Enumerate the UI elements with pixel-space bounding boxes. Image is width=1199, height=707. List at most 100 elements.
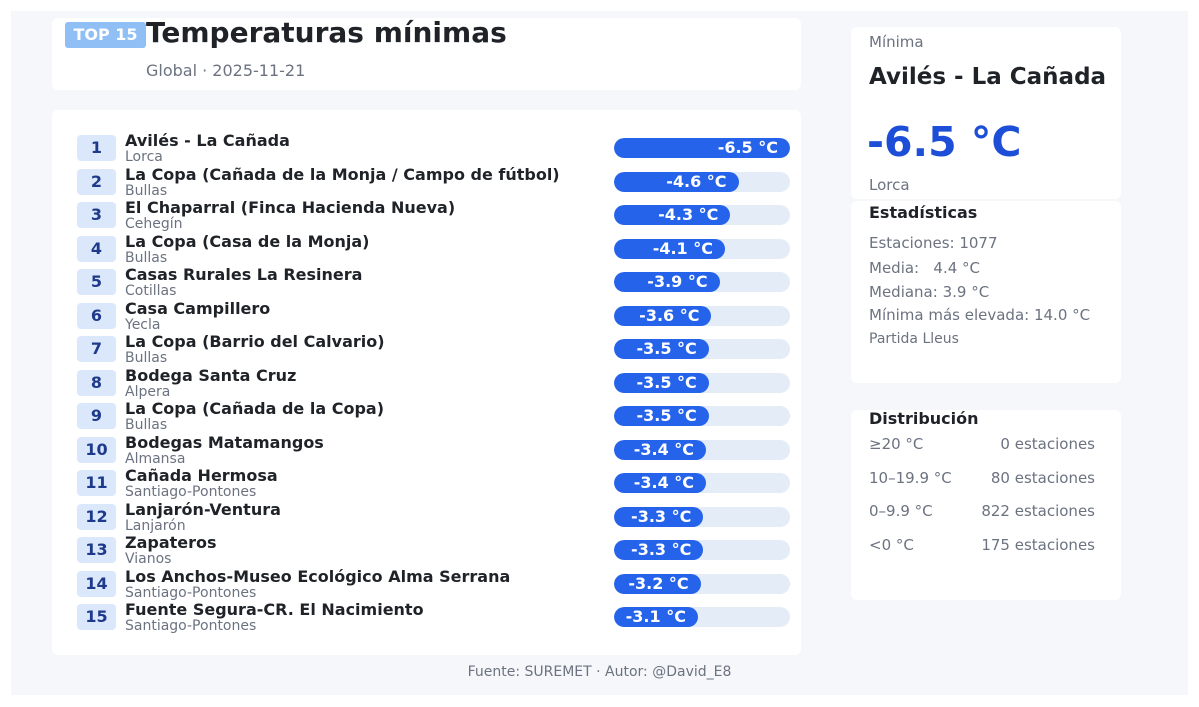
bar-track: -3.5 °C — [614, 339, 790, 359]
bar: -3.1 °C — [614, 607, 698, 627]
station-location: Santiago-Pontones — [125, 618, 257, 634]
station-location: Lanjarón — [125, 517, 186, 534]
bar-value-label: -4.3 °C — [658, 205, 719, 224]
rank-badge: 10 — [77, 436, 116, 463]
station-name: La Copa (Casa de la Monja) — [125, 231, 370, 251]
minimum-value: -6.5 °C — [867, 118, 1022, 166]
table-row: 7 La Copa (Barrio del Calvario) Bullas -3.5… — [0, 332, 1199, 368]
station-name: Bodegas Matamangos — [125, 432, 324, 452]
bar-value-label: -3.6 °C — [639, 305, 700, 325]
bar: -3.2 °C — [614, 573, 701, 594]
station-name: El Chaparral (Finca Hacienda Nueva) — [125, 198, 456, 217]
table-row: 12 Lanjarón-Ventura Lanjarón -3.3 °C — [0, 500, 1199, 536]
station-location: Bullas — [125, 417, 168, 433]
station-name: Cañada Hermosa — [125, 466, 278, 485]
bar-value-label: -3.1 °C — [625, 607, 686, 626]
station-location: Almansa — [125, 450, 186, 467]
bar-track: -4.6 °C — [614, 171, 790, 192]
rank-badge: 1 — [77, 135, 116, 161]
minimum-station-name: Avilés - La Cañada — [869, 64, 1107, 90]
bar: -3.6 °C — [614, 305, 712, 326]
distribution-card — [851, 410, 1121, 600]
station-name: Los Anchos-Museo Ecológico Alma Serrana — [125, 566, 511, 586]
distribution-count: 80 estaciones — [990, 468, 1095, 487]
bar-track: -4.3 °C — [614, 205, 790, 225]
distribution-count: 822 estaciones — [981, 502, 1095, 520]
distribution-range: 0–9.9 °C — [869, 502, 933, 520]
bar-track: -3.6 °C — [614, 305, 790, 326]
rank-badge: 13 — [77, 537, 116, 563]
bar-value-label: -3.3 °C — [631, 540, 692, 559]
bar: -3.9 °C — [614, 272, 720, 292]
station-location: Yecla — [125, 316, 161, 333]
table-row: 14 Los Anchos-Museo Ecológico Alma Serran… — [0, 566, 1199, 603]
rank-badge: 3 — [77, 202, 116, 228]
table-row: 9 La Copa (Cañada de la Copa) Bullas -3.5 °… — [0, 399, 1199, 435]
stat-max-min-station: Partida Lleus — [869, 331, 959, 347]
bar: -4.1 °C — [614, 238, 725, 259]
table-row: 5 Casas Rurales La Resinera Cotillas -3.9 °… — [0, 265, 1199, 301]
station-name: Avilés - La Cañada — [125, 131, 290, 150]
distribution-range: <0 °C — [869, 535, 914, 554]
station-name: La Copa (Barrio del Calvario) — [125, 332, 385, 351]
rank-badge: 11 — [77, 470, 116, 496]
bar: -6.5 °C — [614, 138, 790, 158]
rank-badge: 6 — [77, 302, 116, 329]
bar: -3.5 °C — [614, 406, 709, 426]
station-name: Fuente Segura-CR. El Nacimiento — [125, 600, 424, 619]
distribution-range: ≥20 °C — [869, 435, 924, 453]
station-location: Alpera — [125, 383, 171, 400]
bar-track: -3.2 °C — [614, 573, 790, 594]
bar-track: -3.1 °C — [614, 607, 790, 627]
table-row: 2 La Copa (Cañada de la Monja / Campo de … — [0, 164, 1199, 201]
bar-value-label: -3.2 °C — [628, 573, 689, 593]
rank-badge: 5 — [77, 269, 116, 295]
bar: -3.4 °C — [614, 439, 707, 460]
stats-card — [851, 201, 1121, 383]
station-location: Bullas — [125, 350, 168, 366]
bar: -3.4 °C — [614, 473, 707, 493]
station-name: La Copa (Cañada de la Copa) — [125, 399, 384, 418]
rank-badge: 4 — [77, 235, 116, 262]
bar-track: -3.3 °C — [614, 506, 790, 527]
minimum-card — [851, 27, 1121, 199]
distribution-count: 0 estaciones — [1000, 435, 1095, 453]
distribution-count: 175 estaciones — [981, 535, 1095, 554]
station-location: Bullas — [125, 182, 168, 199]
station-name: La Copa (Cañada de la Monja / Campo de f… — [125, 164, 560, 184]
bar-value-label: -4.6 °C — [666, 171, 727, 191]
distribution-range: 10–19.9 °C — [869, 468, 952, 487]
bar: -4.3 °C — [614, 205, 731, 225]
rank-badge: 15 — [77, 604, 116, 630]
station-location: Vianos — [125, 551, 172, 567]
page-title: Temperaturas mínimas — [146, 16, 507, 49]
bar: -3.5 °C — [614, 372, 709, 393]
stat-median: Mediana: 3.9 °C — [869, 283, 990, 301]
distribution-title: Distribución — [869, 409, 979, 428]
stat-mean: Media: 4.4 °C — [869, 259, 981, 277]
table-row: 3 El Chaparral (Finca Hacienda Nueva) Cehe… — [0, 198, 1199, 234]
rank-badge: 8 — [77, 369, 116, 396]
station-location: Bullas — [125, 249, 168, 266]
station-location: Cotillas — [125, 283, 177, 299]
bar: -3.3 °C — [614, 506, 704, 527]
table-row: 10 Bodegas Matamangos Almansa -3.4 °C — [0, 432, 1199, 469]
station-name: Bodega Santa Cruz — [125, 365, 297, 385]
bar-track: -6.5 °C — [614, 138, 790, 158]
table-row: 6 Casa Campillero Yecla -3.6 °C — [0, 298, 1199, 335]
bar: -4.6 °C — [614, 171, 739, 192]
station-location: Santiago-Pontones — [125, 484, 257, 500]
footer-credit: Fuente: SUREMET · Autor: @David_E8 — [467, 664, 732, 680]
bar-track: -3.5 °C — [614, 372, 790, 393]
stat-max-min: Mínima más elevada: 14.0 °C — [869, 306, 1091, 324]
rank-badge: 9 — [77, 403, 116, 429]
bar-track: -4.1 °C — [614, 238, 790, 259]
station-location: Cehegín — [125, 216, 183, 232]
rank-badge: 7 — [77, 336, 116, 362]
bar-track: -3.4 °C — [614, 473, 790, 493]
table-row: 15 Fuente Segura-CR. El Nacimiento Santiag… — [0, 600, 1199, 636]
bar-track: -3.4 °C — [614, 439, 790, 460]
minimum-label: Mínima — [869, 33, 924, 51]
station-name: Casa Campillero — [125, 298, 271, 318]
bar-value-label: -3.5 °C — [636, 372, 697, 392]
